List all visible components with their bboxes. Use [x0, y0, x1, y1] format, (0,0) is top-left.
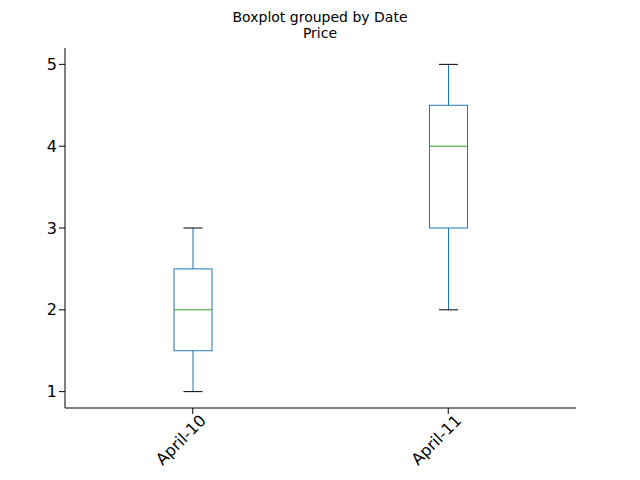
svg-text:3: 3	[47, 219, 57, 238]
html-text:Price: Price	[302, 25, 338, 41]
svg-text:4: 4	[47, 137, 57, 156]
html-text:Boxplot grouped by Date: Boxplot grouped by Date	[232, 9, 408, 25]
svg-text:April-11: April-11	[407, 411, 465, 469]
svg-text:1: 1	[47, 382, 57, 401]
svg-text:5: 5	[47, 55, 57, 74]
svg-text:2: 2	[47, 300, 57, 319]
svg-text:April-10: April-10	[152, 411, 210, 469]
